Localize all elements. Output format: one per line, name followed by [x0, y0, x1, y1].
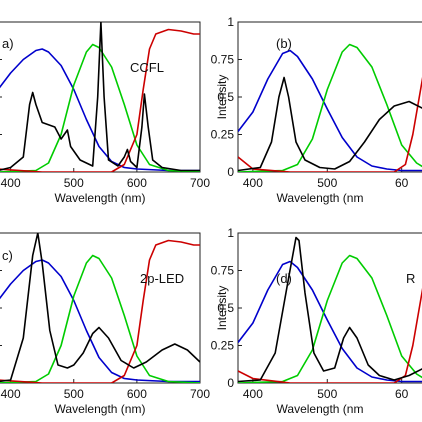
- series-line-3: [238, 76, 422, 172]
- y-tick-label: 0.25: [211, 339, 235, 353]
- series-line-2: [0, 254, 200, 383]
- series-line-4: [0, 22, 200, 172]
- plot-frame: [237, 21, 422, 173]
- series-line-1: [0, 259, 200, 383]
- x-tick-label: 700: [190, 387, 210, 401]
- series-line-3: [0, 239, 200, 383]
- series-line-3: [238, 287, 422, 383]
- panel-annotation: R: [406, 271, 415, 286]
- series-line-2: [0, 43, 200, 172]
- panel-label: (b): [276, 36, 292, 51]
- series-line-4: [238, 236, 422, 383]
- x-tick-label: 60: [395, 387, 409, 401]
- panel-label: a): [2, 36, 14, 51]
- x-tick-label: 400: [243, 387, 263, 401]
- x-tick-label: 400: [1, 387, 21, 401]
- y-tick-label: 1: [227, 226, 234, 240]
- x-tick-label: 400: [1, 176, 21, 190]
- series-line-1: [238, 260, 422, 383]
- x-tick-label: 500: [64, 387, 84, 401]
- series-line-3: [0, 28, 200, 172]
- y-tick-label: 0.75: [211, 264, 235, 278]
- chart-panel-3: 400 500 600 700 c) 2p-LED Wavelength (nm): [0, 232, 210, 416]
- panel-annotation: CCFL: [130, 60, 164, 75]
- x-axis-label: Wavelength (nm): [55, 191, 146, 205]
- plot-frame: [0, 232, 201, 384]
- y-tick-label: 0.5: [217, 90, 234, 104]
- y-tick-label: 0.75: [211, 53, 235, 67]
- x-tick-label: 500: [64, 176, 84, 190]
- y-tick-label: 0.25: [211, 128, 235, 142]
- x-tick-label: 600: [127, 176, 147, 190]
- y-tick-label: 1: [227, 15, 234, 29]
- x-tick-label: 600: [127, 387, 147, 401]
- panel-annotation: 2p-LED: [140, 271, 184, 286]
- x-axis-label: Wavelength (nm: [277, 191, 364, 205]
- series-line-2: [238, 43, 422, 172]
- x-axis-label: Wavelength (nm: [277, 402, 364, 416]
- series-line-1: [0, 48, 200, 172]
- series-line-1: [238, 49, 422, 172]
- chart-panel-1: 400 500 600 700 a) CCFL Wavelength (nm): [0, 21, 210, 205]
- y-tick-label: 0.5: [217, 301, 234, 315]
- x-tick-label: 500: [317, 387, 337, 401]
- x-tick-label: 700: [190, 176, 210, 190]
- x-tick-label: 500: [317, 176, 337, 190]
- plot-frame: [237, 232, 422, 384]
- y-tick-label: 0: [227, 376, 234, 390]
- y-axis-label: Intensity: [215, 75, 229, 120]
- x-axis-label: Wavelength (nm): [55, 402, 146, 416]
- panel-label: (d): [276, 271, 292, 286]
- series-line-4: [0, 233, 200, 383]
- panel-label: c): [2, 248, 13, 263]
- y-tick-label: 0: [227, 165, 234, 179]
- y-axis-label: Intensity: [215, 286, 229, 331]
- x-tick-label: 60: [395, 176, 409, 190]
- series-line-4: [238, 76, 422, 172]
- x-tick-label: 400: [243, 176, 263, 190]
- series-line-2: [238, 254, 422, 383]
